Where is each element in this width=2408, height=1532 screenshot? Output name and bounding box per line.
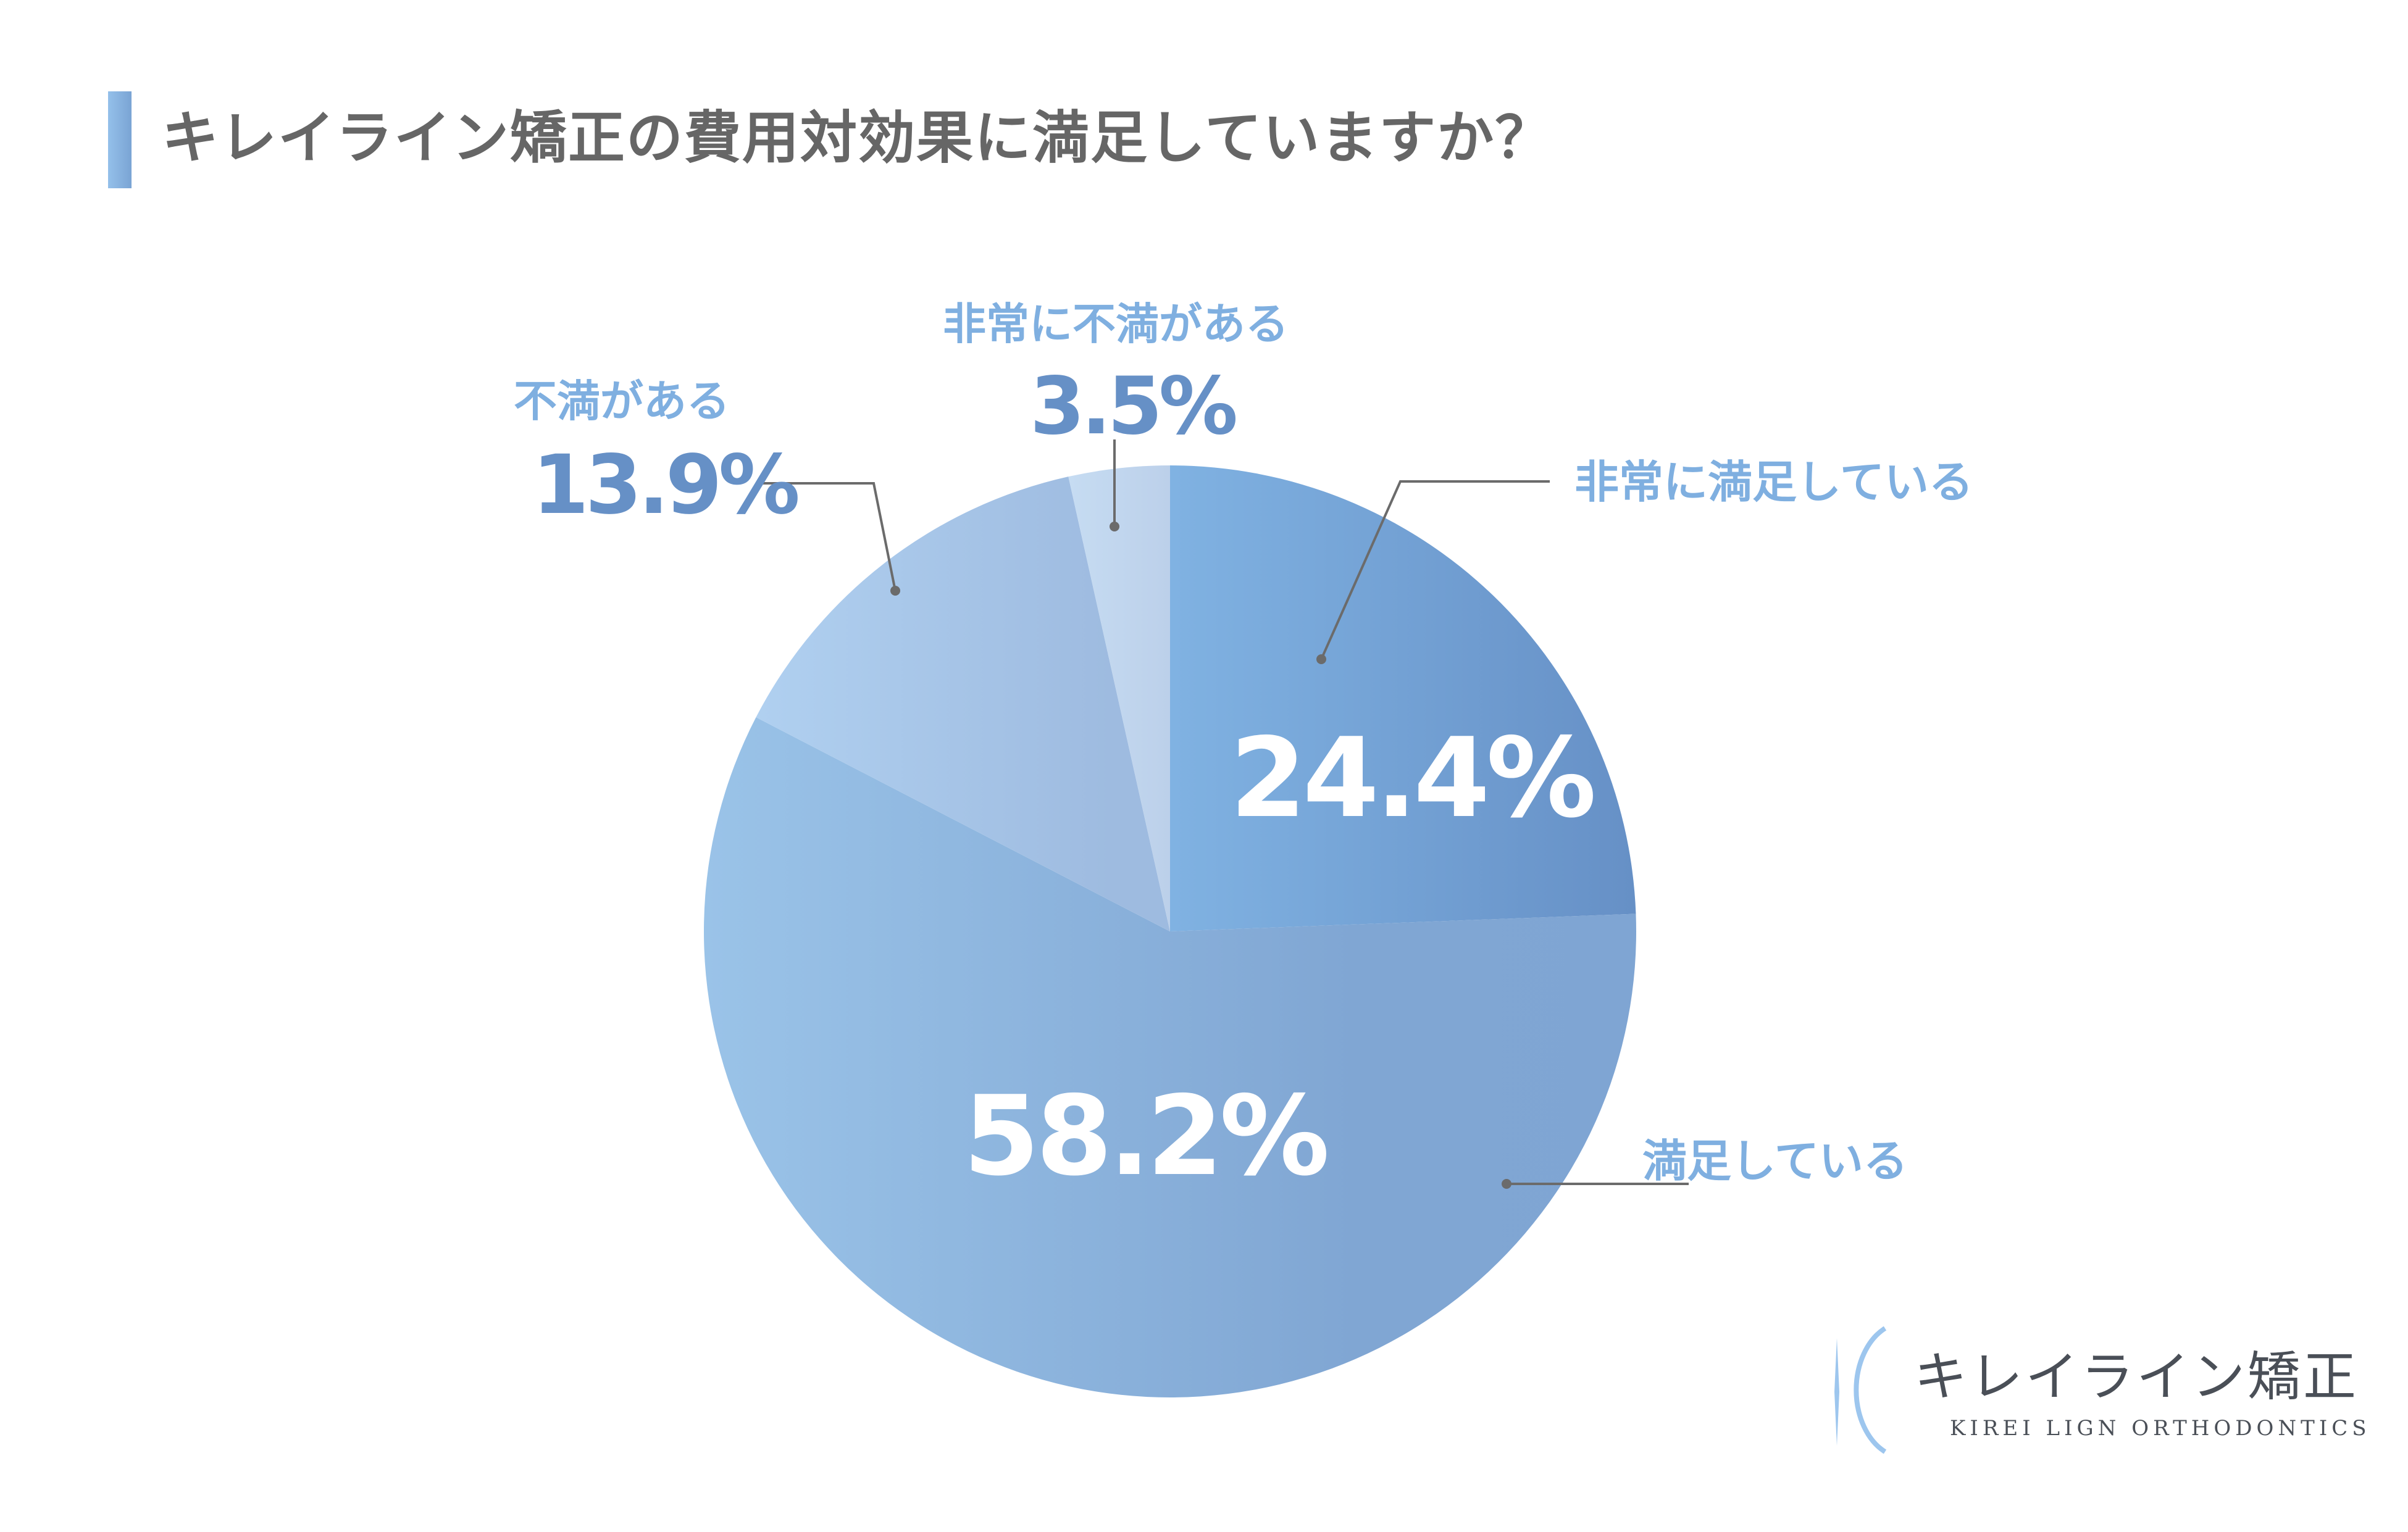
chart-title: キレイライン矯正の費用対効果に満足していますか？	[162, 105, 1553, 171]
label-very-dissatisfied: 非常に不満がある	[943, 299, 1289, 349]
leader-dot-satisfied	[1502, 1179, 1511, 1189]
slice-dissatisfied	[756, 477, 1170, 931]
logo-subtitle: KIREI LIGN ORTHODONTICS	[1950, 1416, 2371, 1441]
slice-very-satisfied	[1170, 465, 1636, 931]
slice-very-dissatisfied	[1068, 465, 1170, 931]
slice-satisfied	[704, 717, 1637, 1397]
logo-wordmark: キレイライン矯正	[1914, 1346, 2359, 1408]
label-dissatisfied: 不満がある	[514, 376, 730, 427]
value-very-dissatisfied: 3.5%	[1030, 360, 1238, 452]
value-very-satisfied: 24.4%	[1230, 714, 1597, 842]
leader-line-dissatisfied	[756, 482, 897, 591]
leader-dot-dissatisfied	[890, 586, 900, 596]
label-satisfied: 満足している	[1642, 1135, 1908, 1187]
logo-mark-icon	[1834, 1326, 1887, 1454]
title-accent-bar	[108, 91, 132, 188]
value-dissatisfied: 13.9%	[532, 438, 800, 533]
label-very-satisfied: 非常に満足している	[1574, 456, 1973, 508]
leader-dot-very-dissatisfied	[1110, 522, 1119, 531]
leader-dot-very-satisfied	[1316, 654, 1326, 664]
leader-line-very-satisfied	[1320, 480, 1550, 660]
value-satisfied: 58.2%	[963, 1072, 1330, 1200]
